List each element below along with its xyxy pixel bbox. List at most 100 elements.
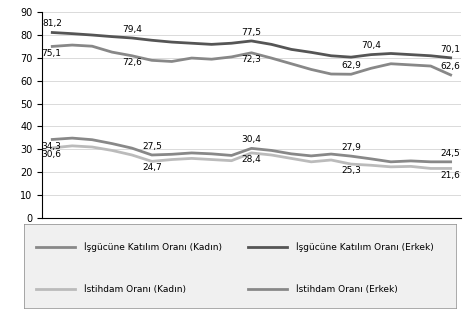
Text: 62,9: 62,9 (341, 61, 361, 70)
İstihdam Oranı (Erkek) (348, 72, 354, 76)
İstihdam Oranı (Erkek) (49, 44, 55, 48)
İşgücüne Katılım Oranı (Erkek) (368, 53, 374, 57)
İşgücüne Katılım Oranı (Erkek) (448, 56, 454, 60)
İstihdam Oranı (Kadın) (408, 165, 414, 168)
Text: 70,1: 70,1 (441, 45, 461, 54)
İşgücüne Katılım Oranı (Erkek) (388, 52, 394, 55)
İstihdam Oranı (Kadın) (70, 144, 75, 148)
İstihdam Oranı (Erkek) (249, 51, 254, 55)
Text: 27,9: 27,9 (341, 143, 361, 152)
İstihdam Oranı (Kadın) (388, 165, 394, 169)
İşgücüne Katılım Oranı (Erkek) (209, 43, 214, 46)
Text: İstihdam Oranı (Erkek): İstihdam Oranı (Erkek) (296, 285, 398, 294)
Text: 72,6: 72,6 (122, 58, 142, 67)
Text: İstihdam Oranı (Kadın): İstihdam Oranı (Kadın) (84, 285, 186, 294)
İşgücüne Katılım Oranı (Erkek) (189, 41, 195, 45)
İşgücüne Katılım Oranı (Kadın) (249, 146, 254, 150)
İşgücüne Katılım Oranı (Erkek) (329, 54, 334, 58)
İstihdam Oranı (Kadın) (49, 146, 55, 150)
İstihdam Oranı (Kadın) (308, 160, 314, 164)
İstihdam Oranı (Kadın) (229, 159, 235, 163)
Text: İşgücüne Katılım Oranı (Erkek): İşgücüne Katılım Oranı (Erkek) (296, 243, 434, 252)
İşgücüne Katılım Oranı (Erkek) (229, 41, 235, 45)
İstihdam Oranı (Erkek) (428, 64, 433, 68)
İstihdam Oranı (Erkek) (70, 43, 75, 47)
Text: 34,3: 34,3 (41, 142, 61, 151)
İşgücüne Katılım Oranı (Erkek) (70, 32, 75, 35)
İşgücüne Katılım Oranı (Erkek) (49, 31, 55, 35)
Text: 70,4: 70,4 (361, 41, 381, 50)
İstihdam Oranı (Kadın) (89, 145, 95, 149)
İstihdam Oranı (Erkek) (308, 67, 314, 71)
İstihdam Oranı (Erkek) (229, 55, 235, 59)
Line: İşgücüne Katılım Oranı (Erkek): İşgücüne Katılım Oranı (Erkek) (52, 33, 451, 58)
İşgücüne Katılım Oranı (Erkek) (129, 36, 135, 40)
Text: İşgücüne Katılım Oranı (Kadın): İşgücüne Katılım Oranı (Kadın) (84, 243, 222, 252)
İşgücüne Katılım Oranı (Kadın) (388, 160, 394, 164)
İşgücüne Katılım Oranı (Erkek) (169, 40, 174, 44)
İstihdam Oranı (Kadın) (189, 156, 195, 160)
İşgücüne Katılım Oranı (Kadın) (229, 154, 235, 157)
Text: 62,6: 62,6 (441, 62, 461, 71)
İstihdam Oranı (Kadın) (129, 153, 135, 157)
Text: 79,4: 79,4 (122, 25, 142, 34)
Text: 81,2: 81,2 (42, 19, 62, 28)
İşgücüne Katılım Oranı (Kadın) (49, 137, 55, 141)
Text: 28,4: 28,4 (242, 155, 261, 164)
İşgücüne Katılım Oranı (Kadın) (289, 152, 294, 156)
İstihdam Oranı (Kadın) (329, 158, 334, 162)
İstihdam Oranı (Erkek) (388, 62, 394, 66)
İşgücüne Katılım Oranı (Erkek) (149, 38, 155, 42)
İşgücüne Katılım Oranı (Kadın) (329, 152, 334, 156)
İşgücüne Katılım Oranı (Erkek) (408, 53, 414, 57)
İşgücüne Katılım Oranı (Kadın) (89, 138, 95, 142)
İşgücüne Katılım Oranı (Erkek) (89, 33, 95, 37)
İstihdam Oranı (Kadın) (249, 151, 254, 155)
İstihdam Oranı (Kadın) (348, 162, 354, 166)
Text: 25,3: 25,3 (341, 166, 361, 175)
İstihdam Oranı (Erkek) (368, 67, 374, 70)
İstihdam Oranı (Erkek) (408, 63, 414, 67)
İstihdam Oranı (Kadın) (109, 149, 115, 152)
İstihdam Oranı (Kadın) (428, 167, 433, 170)
İşgücüne Katılım Oranı (Erkek) (428, 54, 433, 58)
İşgücüne Katılım Oranı (Kadın) (149, 153, 155, 157)
İşgücüne Katılım Oranı (Kadın) (308, 154, 314, 158)
Text: 30,6: 30,6 (41, 150, 61, 159)
İşgücüne Katılım Oranı (Erkek) (289, 48, 294, 51)
Line: İstihdam Oranı (Kadın): İstihdam Oranı (Kadın) (52, 146, 451, 169)
İstihdam Oranı (Erkek) (89, 44, 95, 48)
İstihdam Oranı (Kadın) (169, 158, 174, 161)
İşgücüne Katılım Oranı (Kadın) (368, 157, 374, 161)
İstihdam Oranı (Erkek) (268, 56, 274, 60)
İşgücüne Katılım Oranı (Erkek) (249, 39, 254, 43)
İstihdam Oranı (Kadın) (268, 153, 274, 157)
Line: İşgücüne Katılım Oranı (Kadın): İşgücüne Katılım Oranı (Kadın) (52, 138, 451, 162)
Text: 24,7: 24,7 (142, 164, 162, 173)
Text: 77,5: 77,5 (242, 28, 261, 37)
İşgücüne Katılım Oranı (Erkek) (348, 55, 354, 59)
İstihdam Oranı (Kadın) (209, 158, 214, 161)
İstihdam Oranı (Erkek) (289, 62, 294, 66)
İstihdam Oranı (Kadın) (368, 163, 374, 167)
Text: 21,6: 21,6 (441, 170, 461, 179)
İşgücüne Katılım Oranı (Erkek) (308, 50, 314, 54)
İşgücüne Katılım Oranı (Erkek) (109, 35, 115, 39)
İşgücüne Katılım Oranı (Kadın) (268, 149, 274, 152)
İşgücüne Katılım Oranı (Kadın) (448, 160, 454, 164)
İstihdam Oranı (Erkek) (209, 57, 214, 61)
İstihdam Oranı (Kadın) (448, 167, 454, 170)
İstihdam Oranı (Kadın) (289, 156, 294, 160)
İstihdam Oranı (Erkek) (129, 54, 135, 58)
İstihdam Oranı (Erkek) (189, 56, 195, 60)
İşgücüne Katılım Oranı (Kadın) (209, 152, 214, 156)
İşgücüne Katılım Oranı (Kadın) (129, 146, 135, 150)
İstihdam Oranı (Erkek) (149, 58, 155, 62)
İşgücüne Katılım Oranı (Kadın) (408, 159, 414, 163)
İşgücüne Katılım Oranı (Kadın) (169, 152, 174, 156)
İstihdam Oranı (Erkek) (329, 72, 334, 76)
İstihdam Oranı (Erkek) (169, 60, 174, 63)
Text: 75,1: 75,1 (41, 49, 61, 58)
İşgücüne Katılım Oranı (Kadın) (348, 154, 354, 158)
İşgücüne Katılım Oranı (Erkek) (268, 43, 274, 46)
